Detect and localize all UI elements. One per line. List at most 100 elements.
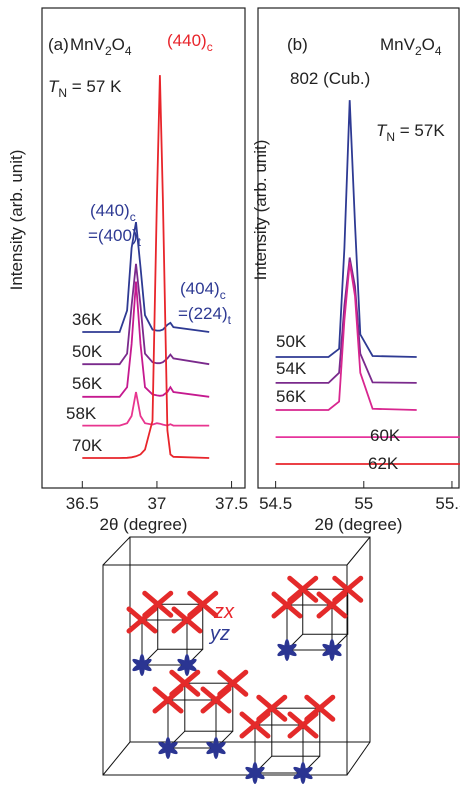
- edge: [102, 741, 131, 776]
- zx-orbital: [256, 694, 288, 722]
- annotation: MnV2O4: [380, 35, 442, 58]
- edge: [346, 536, 371, 566]
- curve-label: 60K: [370, 426, 401, 445]
- annotation-text: MnV: [380, 35, 416, 54]
- curve-label: 56K: [276, 387, 307, 406]
- annotation: =(224)t: [178, 304, 232, 327]
- subscript: t: [228, 313, 232, 327]
- cube-face: [141, 619, 188, 666]
- yz-orbital: [322, 643, 342, 657]
- zx-orbital: [142, 590, 174, 618]
- annotation-text: O: [112, 35, 125, 54]
- subscript: c: [207, 40, 213, 54]
- yz-orbital: [293, 766, 313, 780]
- subscript: N: [386, 130, 395, 144]
- x-tick-label: 55: [354, 494, 373, 513]
- yz-orbital: [277, 643, 297, 657]
- annotation: TN = 57 K: [48, 77, 122, 100]
- zx-orbital: [332, 575, 364, 603]
- x-tick-label: 37.5: [215, 494, 248, 513]
- y-axis-label: Intensity (arb. unit): [7, 150, 26, 291]
- yz-orbital: [158, 741, 178, 755]
- annotation: =(400)t: [88, 226, 142, 249]
- cube-face: [254, 724, 304, 774]
- plot-frame: [257, 7, 460, 489]
- edge: [102, 536, 131, 566]
- x-tick-label: 36.5: [66, 494, 99, 513]
- zx-orbital: [187, 590, 219, 618]
- zx-orbital: [217, 669, 249, 697]
- curve-label: 70K: [72, 436, 103, 455]
- zx-orbital: [169, 669, 201, 697]
- annotation-text: (440): [167, 31, 207, 50]
- subscript: 4: [125, 44, 132, 58]
- curve: [82, 75, 210, 459]
- annotation: (404)c: [180, 279, 226, 302]
- curve: [82, 263, 210, 366]
- curve-label: 50K: [72, 342, 103, 361]
- subscript: t: [138, 235, 142, 249]
- yz-orbital: [206, 741, 226, 755]
- cube-face: [286, 604, 333, 651]
- annotation: 802 (Cub.): [290, 69, 370, 88]
- curve: [82, 221, 210, 333]
- curve-label: 58K: [66, 404, 97, 423]
- zx-orbital: [287, 575, 319, 603]
- annotation-text: (404): [180, 279, 220, 298]
- cube-face: [271, 707, 321, 757]
- annotation-text: (b): [287, 35, 308, 54]
- annotation: (b): [287, 35, 308, 54]
- annotation-text: O: [422, 35, 435, 54]
- plot-frame: [41, 7, 246, 489]
- annotation-text: MnV: [70, 35, 106, 54]
- curve: [82, 391, 210, 427]
- annotation: (440)c: [90, 201, 136, 224]
- annotation: (440)c: [167, 31, 213, 54]
- annotation-text: (440): [90, 201, 130, 220]
- cube-face: [302, 588, 349, 635]
- curve-label: 50K: [276, 332, 307, 351]
- annotation-text: T: [48, 77, 60, 96]
- cube-face: [157, 603, 204, 650]
- x-tick-label: 55.5: [435, 494, 460, 513]
- annotation-text: =(224): [178, 304, 228, 323]
- curve: [275, 100, 417, 358]
- annotation-text: (a): [48, 35, 69, 54]
- subscript: c: [130, 210, 136, 224]
- yz-orbital: [132, 658, 152, 672]
- annotation-text: =(400): [88, 226, 138, 245]
- x-axis-label: 2θ (degree): [315, 515, 403, 534]
- x-tick-label: 37: [147, 494, 166, 513]
- yz-orbital: [245, 766, 265, 780]
- back-face: [129, 536, 371, 743]
- annotation-text: 802 (Cub.): [290, 69, 370, 88]
- annotation-text: T: [376, 121, 388, 140]
- subscript: 4: [435, 44, 442, 58]
- annotation: (a): [48, 35, 69, 54]
- subscript: 2: [415, 44, 422, 58]
- subscript: 2: [105, 44, 112, 58]
- annotation: TN = 57K: [376, 121, 445, 144]
- yz-orbital: [177, 658, 197, 672]
- edge: [346, 741, 371, 776]
- curve-label: 36K: [72, 310, 103, 329]
- curve-label: 56K: [72, 374, 103, 393]
- annotation-text: = 57 K: [67, 77, 122, 96]
- crystal-diagram: zx yz: [102, 536, 371, 784]
- y-axis-label: Intensity (arb. unit): [251, 140, 270, 281]
- curve-label: 54K: [276, 359, 307, 378]
- x-tick-label: 54.5: [259, 494, 292, 513]
- x-axis-label: 2θ (degree): [100, 515, 188, 534]
- annotation: MnV2O4: [70, 35, 132, 58]
- subscript: N: [58, 86, 67, 100]
- annotation-text: = 57K: [395, 121, 445, 140]
- cube-face: [184, 682, 234, 732]
- orbital-label: yz: [208, 623, 230, 645]
- curve: [275, 262, 417, 411]
- cube-face: [167, 699, 217, 749]
- zx-orbital: [304, 694, 336, 722]
- subscript: c: [220, 288, 226, 302]
- orbital-label: zx: [213, 601, 235, 623]
- curve-label: 62K: [368, 454, 399, 473]
